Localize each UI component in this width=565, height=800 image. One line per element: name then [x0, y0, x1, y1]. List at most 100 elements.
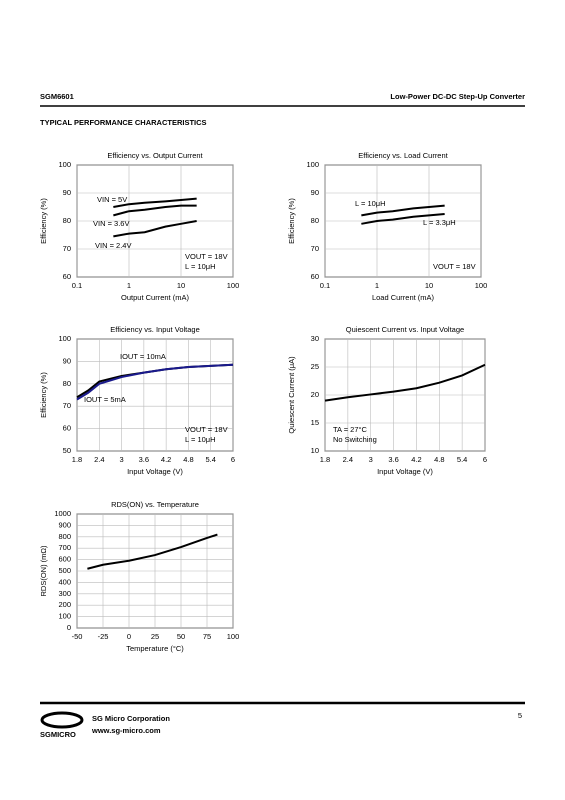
y-tick-label: 70: [63, 401, 71, 410]
x-tick-label: 1.8: [320, 455, 330, 464]
x-tick-label: 6: [231, 455, 235, 464]
x-tick-label: 0: [127, 632, 131, 641]
y-tick-label: 100: [58, 160, 71, 169]
x-tick-label: 3: [369, 455, 373, 464]
y-tick-label: 25: [311, 362, 319, 371]
x-tick-label: 100: [475, 281, 488, 290]
chart-title: Efficiency vs. Input Voltage: [110, 325, 200, 334]
chart-title: Efficiency vs. Load Current: [358, 151, 448, 160]
y-tick-label: 0: [67, 623, 71, 632]
x-tick-label: 2.4: [343, 455, 353, 464]
y-tick-label: 400: [58, 577, 71, 586]
y-axis-label: Efficiency (%): [39, 198, 48, 244]
company: SG Micro Corporation: [92, 714, 170, 723]
chart-title: RDS(ON) vs. Temperature: [111, 500, 199, 509]
part-number: SGM6601: [40, 92, 74, 101]
series-label: L = 10μH: [355, 199, 386, 208]
y-tick-label: 100: [306, 160, 319, 169]
y-tick-label: 90: [63, 356, 71, 365]
data-line: [361, 213, 445, 225]
x-axis-label: Temperature (°C): [126, 644, 184, 653]
data-line: [361, 204, 445, 217]
series-label: VIN = 5V: [97, 195, 127, 204]
x-tick-label: 5.4: [457, 455, 467, 464]
y-tick-label: 50: [63, 446, 71, 455]
data-line: [87, 533, 218, 570]
x-tick-label: 1: [375, 281, 379, 290]
x-tick-label: 3.6: [139, 455, 149, 464]
annotation: TA = 27°C: [333, 425, 368, 434]
x-tick-label: 4.2: [161, 455, 171, 464]
x-tick-label: 6: [483, 455, 487, 464]
logo-text: SGMICRO: [40, 730, 76, 739]
y-tick-label: 60: [63, 272, 71, 281]
x-tick-label: -25: [98, 632, 109, 641]
x-axis-label: Input Voltage (V): [127, 467, 183, 476]
y-tick-label: 90: [63, 188, 71, 197]
y-tick-label: 900: [58, 520, 71, 529]
x-tick-label: 1: [127, 281, 131, 290]
y-tick-label: 1000: [54, 509, 71, 518]
y-tick-label: 90: [311, 188, 319, 197]
y-tick-label: 100: [58, 334, 71, 343]
annotation: L = 10μH: [185, 262, 216, 271]
y-tick-label: 80: [63, 216, 71, 225]
x-tick-label: -50: [72, 632, 83, 641]
x-tick-label: 10: [425, 281, 433, 290]
y-tick-label: 500: [58, 566, 71, 575]
y-tick-label: 30: [311, 334, 319, 343]
y-tick-label: 20: [311, 390, 319, 399]
series-label: VIN = 2.4V: [95, 241, 131, 250]
x-axis-label: Input Voltage (V): [377, 467, 433, 476]
y-axis-label: Efficiency (%): [287, 198, 296, 244]
page-number: 5: [518, 711, 522, 720]
x-tick-label: 75: [203, 632, 211, 641]
x-tick-label: 0.1: [72, 281, 82, 290]
y-axis-label: Efficiency (%): [39, 372, 48, 418]
series-label: IOUT = 10mA: [120, 352, 166, 361]
annotation: No Switching: [333, 435, 377, 444]
chart-title: Efficiency vs. Output Current: [107, 151, 203, 160]
x-tick-label: 10: [177, 281, 185, 290]
data-line: [76, 363, 234, 401]
y-tick-label: 700: [58, 543, 71, 552]
annotation: VOUT = 18V: [185, 425, 228, 434]
series-label: IOUT = 5mA: [84, 395, 126, 404]
x-tick-label: 4.8: [434, 455, 444, 464]
series-label: VIN = 3.6V: [93, 219, 129, 228]
y-axis-label: Quiescent Current (μA): [287, 356, 296, 434]
y-tick-label: 80: [311, 216, 319, 225]
chart-title: Quiescent Current vs. Input Voltage: [346, 325, 464, 334]
y-tick-label: 600: [58, 555, 71, 564]
x-tick-label: 5.4: [205, 455, 215, 464]
data-line: [113, 204, 197, 217]
x-tick-label: 100: [227, 632, 240, 641]
x-tick-label: 3.6: [388, 455, 398, 464]
x-tick-label: 50: [177, 632, 185, 641]
y-axis-label: RDS(ON) (mΩ): [39, 545, 48, 597]
section-title: TYPICAL PERFORMANCE CHARACTERISTICS: [40, 118, 207, 127]
url: www.sg-micro.com: [91, 726, 161, 735]
annotation: L = 10μH: [185, 435, 216, 444]
y-tick-label: 60: [311, 272, 319, 281]
annotation: VOUT = 18V: [185, 252, 228, 261]
series-label: L = 3.3μH: [423, 218, 456, 227]
data-line: [324, 363, 486, 402]
x-tick-label: 3: [119, 455, 123, 464]
data-line: [113, 220, 197, 238]
x-tick-label: 4.2: [411, 455, 421, 464]
y-tick-label: 300: [58, 589, 71, 598]
y-tick-label: 15: [311, 418, 319, 427]
x-tick-label: 2.4: [94, 455, 104, 464]
x-tick-label: 100: [227, 281, 240, 290]
doc-title: Low-Power DC-DC Step-Up Converter: [390, 92, 525, 101]
x-tick-label: 0.1: [320, 281, 330, 290]
y-tick-label: 800: [58, 532, 71, 541]
annotation: VOUT = 18V: [433, 262, 476, 271]
x-tick-label: 25: [151, 632, 159, 641]
x-tick-label: 4.8: [183, 455, 193, 464]
data-line: [113, 197, 197, 208]
y-tick-label: 70: [63, 244, 71, 253]
x-axis-label: Load Current (mA): [372, 293, 435, 302]
